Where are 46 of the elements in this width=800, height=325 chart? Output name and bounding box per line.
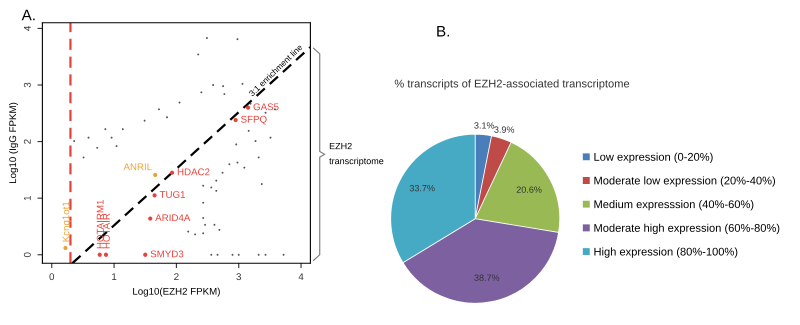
x-tick-label: 0 [49,273,54,280]
data-label: Kcnq1ot1 [62,202,72,242]
y-tick-label: 3 [24,82,31,88]
legend-label: Medium expresssion (40%-60%) [594,200,754,210]
data-label: HOTAIRM1 [96,200,104,248]
legend-label: Moderate high expression (60%-80%) [594,224,780,234]
x-tick-label: 1 [112,273,116,280]
data-label: 3.9% [494,126,514,133]
data-label: HOTAIR [102,214,110,248]
point [246,106,250,110]
data-label: 33.7% [410,184,435,192]
point [98,252,102,257]
y-tick-label: 4 [24,26,31,31]
point [153,172,158,178]
data-label: SMYD3 [150,250,184,258]
point [234,118,238,122]
y-tick-label: 1 [24,196,31,200]
point [143,252,148,257]
legend-label: Moderate low expression (20%-40%) [594,176,776,187]
x-axis-title: Log10(EZH2 FPKM) [133,288,220,297]
data-label: TUG1 [160,191,186,198]
text: EZH2 transcriptome [329,142,384,166]
data-label: HDAC2 [178,168,210,176]
data-label: 20.6% [516,186,542,193]
text: B. [437,26,450,36]
legend-label: Low expression (0-20%) [594,152,713,163]
data-label: SFPQ [241,116,267,124]
data-label: ANRIL [123,163,152,170]
data-label: 3.1% [474,122,494,129]
point [63,246,68,250]
point [152,193,157,198]
point [148,216,152,221]
x-tick-label: 3 [236,273,241,280]
chart-title: % transcripts of EZH2-associated transcriptome [394,79,630,90]
x-tick-label: 2 [174,273,179,280]
data-label: GAS5 [254,103,279,110]
text: A. [22,10,35,20]
data-label: 38.7% [474,274,500,281]
point [104,252,108,257]
y-tick-label: 0 [24,252,31,258]
y-axis-title: Log10 (IgG FPKM) [8,102,18,183]
point [170,170,174,175]
y-tick-label: 2 [24,139,31,144]
data-label: ARID4A [155,214,190,222]
legend-label: High expression (80%-100%) [594,247,738,258]
x-tick-label: 4 [298,273,304,280]
